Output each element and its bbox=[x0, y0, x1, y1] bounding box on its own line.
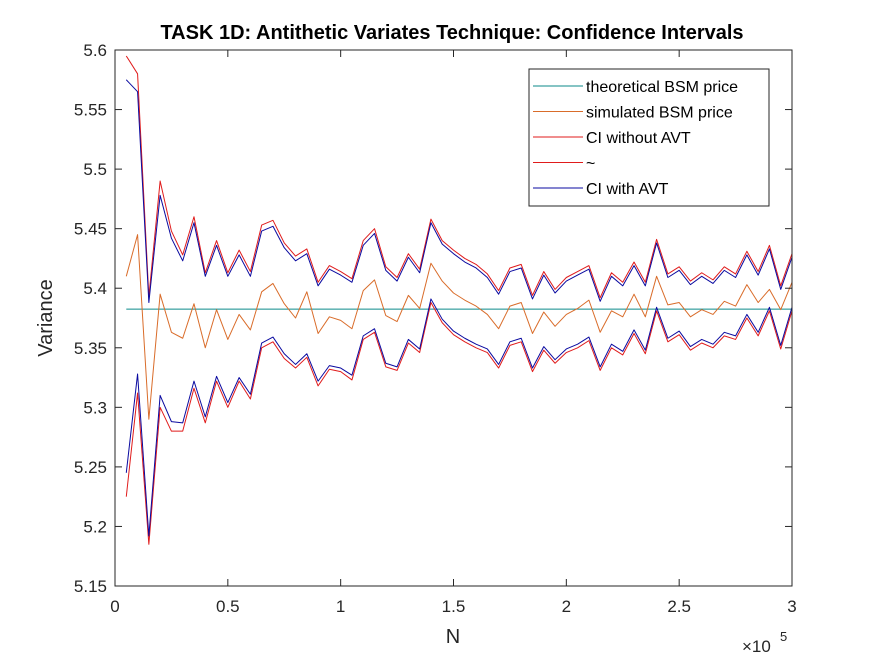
legend-label: simulated BSM price bbox=[586, 105, 733, 122]
series-ci-with-avt-upper bbox=[125, 79, 793, 304]
y-axis-label: Variance bbox=[35, 279, 57, 356]
x-tick-label: 1 bbox=[336, 597, 345, 616]
ticks-layer: 0 0.5 1 1.5 2 2.5 3 5.15 5.2 5.25 5.3 5.35 5.4 5.45 5.… bbox=[74, 41, 797, 616]
x-tick-label: 0.5 bbox=[216, 597, 240, 616]
x-tick-label: 0 bbox=[110, 597, 119, 616]
y-tick-label: 5.25 bbox=[74, 458, 107, 477]
x-multiplier: ×10 5 bbox=[742, 629, 787, 656]
x-tick-label: 1.5 bbox=[442, 597, 466, 616]
legend-label: CI without AVT bbox=[586, 130, 691, 147]
chart-title: TASK 1D: Antithetic Variates Technique: … bbox=[160, 22, 743, 44]
y-tick-label: 5.6 bbox=[83, 41, 107, 60]
y-tick-label: 5.5 bbox=[83, 160, 107, 179]
series-ci-without-avt-lower bbox=[125, 302, 793, 545]
x-multiplier-base: ×10 bbox=[742, 637, 771, 656]
series-ci-without-avt-upper bbox=[125, 55, 793, 299]
legend-label: theoretical BSM price bbox=[586, 79, 738, 96]
series-simulated bbox=[125, 234, 793, 420]
legend-label: CI with AVT bbox=[586, 181, 669, 198]
y-tick-label: 5.15 bbox=[74, 577, 107, 596]
series-ci-with-avt-lower bbox=[125, 298, 793, 537]
y-tick-label: 5.3 bbox=[83, 398, 107, 417]
y-tick-label: 5.4 bbox=[83, 279, 107, 298]
x-multiplier-exponent: 5 bbox=[780, 629, 787, 644]
y-tick-label: 5.45 bbox=[74, 220, 107, 239]
legend: theoretical BSM price simulated BSM price… bbox=[528, 68, 770, 207]
x-axis-label: N bbox=[446, 626, 460, 648]
legend-label: ~ bbox=[586, 156, 595, 173]
x-tick-label: 3 bbox=[787, 597, 796, 616]
y-tick-label: 5.55 bbox=[74, 101, 107, 120]
x-tick-label: 2 bbox=[562, 597, 571, 616]
y-tick-label: 5.2 bbox=[83, 517, 107, 536]
y-tick-label: 5.35 bbox=[74, 339, 107, 358]
series-layer bbox=[125, 55, 793, 545]
x-tick-label: 2.5 bbox=[667, 597, 691, 616]
